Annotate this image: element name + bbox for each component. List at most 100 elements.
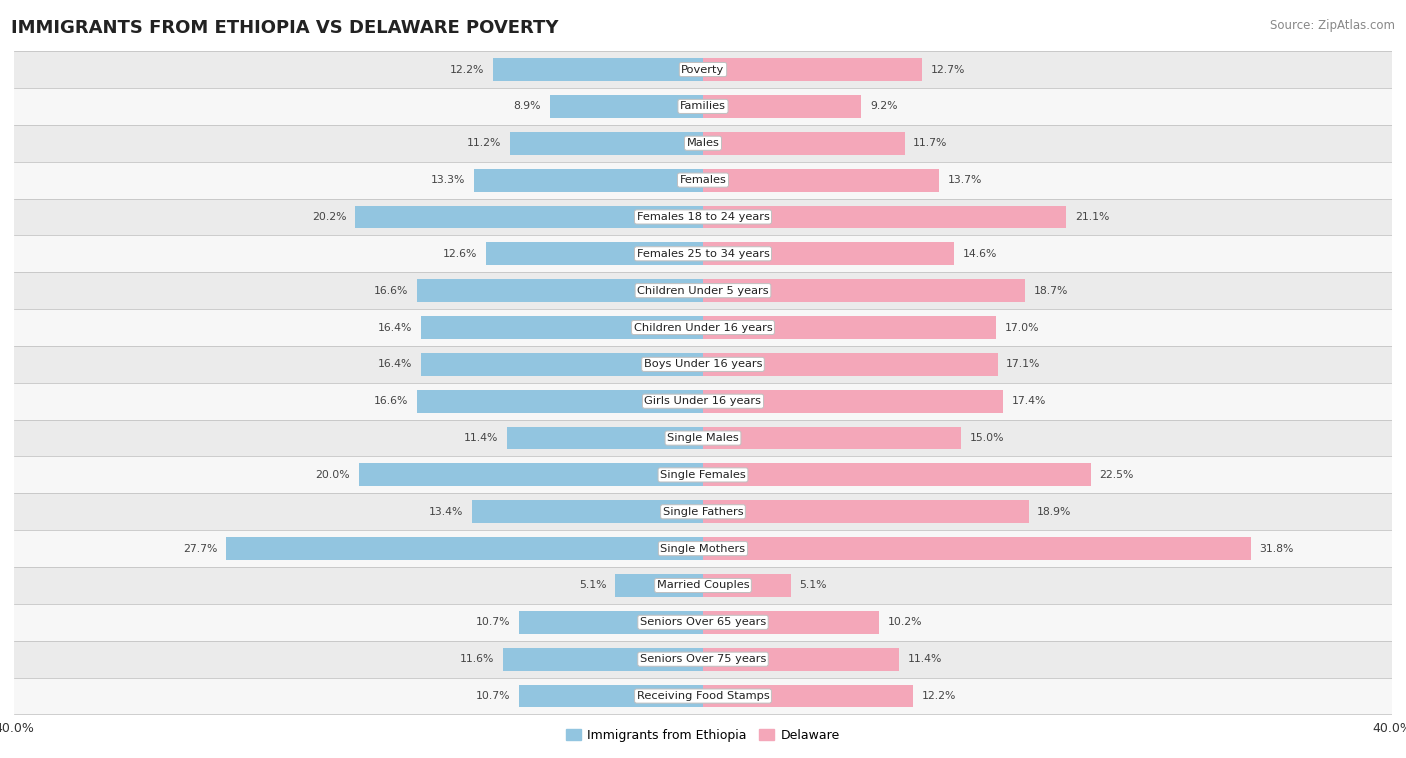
Bar (14, 420, 1392, 456)
Text: 22.5%: 22.5% (1099, 470, 1133, 480)
Bar (703, 169, 939, 192)
Text: 13.3%: 13.3% (432, 175, 465, 185)
Text: 17.1%: 17.1% (1007, 359, 1040, 369)
Bar (703, 611, 879, 634)
Bar (703, 132, 904, 155)
Text: 11.4%: 11.4% (464, 433, 498, 443)
Bar (474, 169, 703, 192)
Text: Source: ZipAtlas.com: Source: ZipAtlas.com (1270, 19, 1395, 32)
Text: Males: Males (686, 138, 720, 149)
Bar (616, 574, 703, 597)
Bar (14, 678, 1392, 715)
Bar (359, 463, 703, 487)
Bar (703, 537, 1251, 560)
Text: Females 25 to 34 years: Females 25 to 34 years (637, 249, 769, 258)
Text: Single Females: Single Females (661, 470, 745, 480)
Bar (420, 316, 703, 339)
Text: 21.1%: 21.1% (1076, 212, 1109, 222)
Bar (519, 611, 703, 634)
Text: 16.6%: 16.6% (374, 286, 409, 296)
Bar (703, 95, 862, 117)
Text: 27.7%: 27.7% (183, 543, 218, 553)
Text: 9.2%: 9.2% (870, 102, 897, 111)
Bar (14, 236, 1392, 272)
Text: 13.4%: 13.4% (429, 507, 464, 517)
Text: 17.4%: 17.4% (1011, 396, 1046, 406)
Bar (703, 390, 1002, 412)
Bar (14, 272, 1392, 309)
Bar (703, 279, 1025, 302)
Text: Poverty: Poverty (682, 64, 724, 74)
Text: 20.2%: 20.2% (312, 212, 346, 222)
Bar (418, 279, 703, 302)
Bar (418, 390, 703, 412)
Bar (14, 309, 1392, 346)
Text: 16.6%: 16.6% (374, 396, 409, 406)
Bar (703, 500, 1029, 523)
Bar (510, 132, 703, 155)
Bar (14, 530, 1392, 567)
Bar (14, 199, 1392, 236)
Bar (472, 500, 703, 523)
Text: 11.2%: 11.2% (467, 138, 502, 149)
Bar (703, 58, 922, 81)
Text: Females: Females (679, 175, 727, 185)
Text: 11.7%: 11.7% (912, 138, 948, 149)
Text: Seniors Over 65 years: Seniors Over 65 years (640, 617, 766, 628)
Bar (14, 493, 1392, 530)
Bar (14, 383, 1392, 420)
Text: 10.7%: 10.7% (475, 617, 510, 628)
Text: 18.7%: 18.7% (1033, 286, 1069, 296)
Text: IMMIGRANTS FROM ETHIOPIA VS DELAWARE POVERTY: IMMIGRANTS FROM ETHIOPIA VS DELAWARE POV… (11, 19, 558, 37)
Bar (14, 641, 1392, 678)
Text: 14.6%: 14.6% (963, 249, 997, 258)
Bar (14, 346, 1392, 383)
Bar (703, 243, 955, 265)
Text: Single Males: Single Males (666, 433, 740, 443)
Text: 10.2%: 10.2% (887, 617, 922, 628)
Text: Receiving Food Stamps: Receiving Food Stamps (637, 691, 769, 701)
Text: Females 18 to 24 years: Females 18 to 24 years (637, 212, 769, 222)
Bar (14, 567, 1392, 604)
Text: 16.4%: 16.4% (378, 359, 412, 369)
Bar (703, 574, 790, 597)
Text: Single Mothers: Single Mothers (661, 543, 745, 553)
Text: 20.0%: 20.0% (315, 470, 350, 480)
Text: Married Couples: Married Couples (657, 581, 749, 590)
Bar (703, 684, 912, 707)
Legend: Immigrants from Ethiopia, Delaware: Immigrants from Ethiopia, Delaware (561, 724, 845, 747)
Text: 12.7%: 12.7% (931, 64, 965, 74)
Text: 10.7%: 10.7% (475, 691, 510, 701)
Text: Girls Under 16 years: Girls Under 16 years (644, 396, 762, 406)
Bar (226, 537, 703, 560)
Text: 5.1%: 5.1% (579, 581, 606, 590)
Text: 8.9%: 8.9% (513, 102, 541, 111)
Text: 17.0%: 17.0% (1004, 322, 1039, 333)
Bar (703, 316, 995, 339)
Text: 12.6%: 12.6% (443, 249, 478, 258)
Bar (14, 88, 1392, 125)
Text: 15.0%: 15.0% (970, 433, 1004, 443)
Bar (356, 205, 703, 228)
Bar (550, 95, 703, 117)
Text: 11.6%: 11.6% (460, 654, 495, 664)
Bar (506, 427, 703, 449)
Text: Boys Under 16 years: Boys Under 16 years (644, 359, 762, 369)
Bar (14, 125, 1392, 161)
Text: Children Under 5 years: Children Under 5 years (637, 286, 769, 296)
Text: Families: Families (681, 102, 725, 111)
Bar (703, 353, 997, 376)
Text: Single Fathers: Single Fathers (662, 507, 744, 517)
Text: 5.1%: 5.1% (800, 581, 827, 590)
Text: 13.7%: 13.7% (948, 175, 981, 185)
Text: 12.2%: 12.2% (922, 691, 956, 701)
Text: 18.9%: 18.9% (1038, 507, 1071, 517)
Bar (14, 51, 1392, 88)
Text: Children Under 16 years: Children Under 16 years (634, 322, 772, 333)
Bar (503, 648, 703, 671)
Text: 16.4%: 16.4% (378, 322, 412, 333)
Bar (494, 58, 703, 81)
Bar (703, 205, 1066, 228)
Bar (486, 243, 703, 265)
Text: 12.2%: 12.2% (450, 64, 484, 74)
